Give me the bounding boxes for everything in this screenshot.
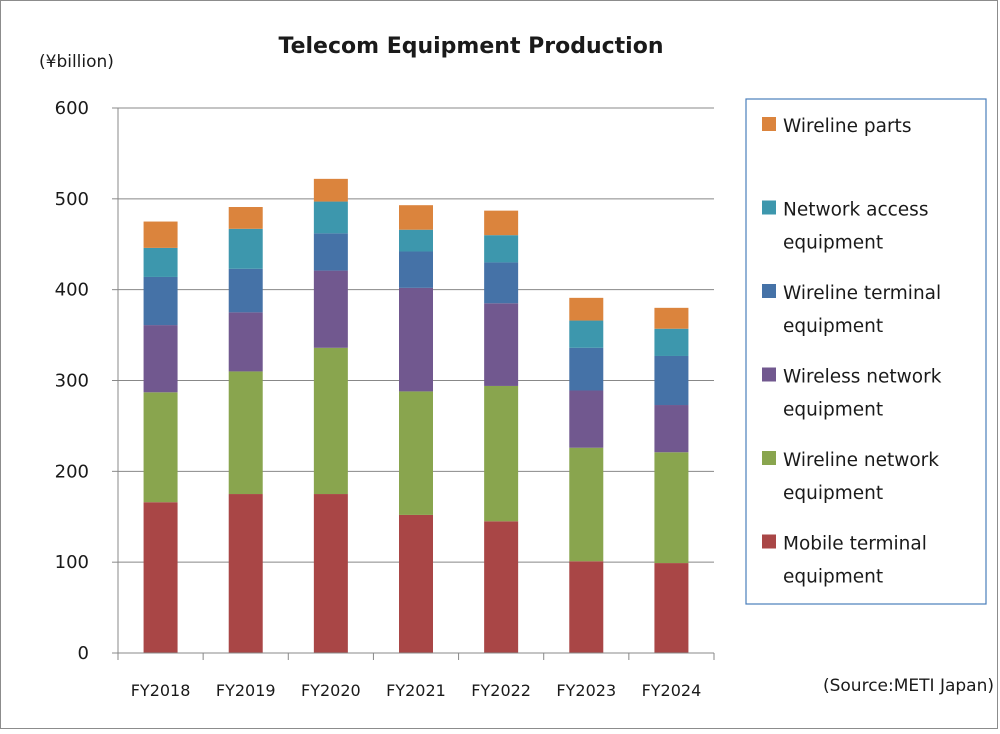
bar-segment: [654, 405, 689, 453]
legend-label: equipment: [783, 233, 883, 254]
bar-segment: [569, 297, 604, 321]
legend-swatch: [762, 200, 776, 215]
x-tick-label: FY2023: [556, 681, 616, 700]
bar-segment: [654, 563, 689, 653]
legend-label: equipment: [783, 567, 883, 588]
legend-swatch: [762, 367, 776, 382]
bar-segment: [569, 447, 604, 562]
legend-box: [745, 98, 987, 605]
bar-segment: [313, 347, 348, 495]
x-tick-label: FY2024: [642, 681, 702, 700]
legend: Wireline parts Network access equipment Wir…: [745, 98, 987, 605]
legend-label: Wireline terminal: [783, 283, 941, 304]
legend-label: equipment: [783, 400, 883, 421]
bar-segment: [313, 233, 348, 271]
bar-segment: [228, 312, 263, 372]
bar-segment: [484, 385, 519, 522]
bar-segment: [228, 207, 263, 229]
bar-segment: [143, 247, 178, 277]
bar-segment: [228, 268, 263, 313]
bar-segment: [228, 494, 263, 653]
bar-segment: [313, 201, 348, 234]
x-tick-label: FY2022: [471, 681, 531, 700]
bar-segment: [569, 390, 604, 448]
bar-segment: [143, 221, 178, 248]
bar-segment: [569, 561, 604, 653]
x-tick-label: FY2020: [301, 681, 361, 700]
bar-segment: [143, 502, 178, 653]
legend-swatch: [762, 117, 776, 131]
bar-segment: [143, 325, 178, 393]
bar-segment: [399, 287, 433, 392]
bar-segment: [484, 235, 519, 263]
y-tick-label: 400: [55, 280, 89, 301]
bars: [143, 178, 689, 653]
legend-label: Mobile terminal: [783, 534, 927, 555]
bar-segment: [313, 270, 348, 348]
y-tick-label: 200: [55, 461, 89, 482]
chart-title: Telecom Equipment Production: [279, 34, 664, 59]
bar-segment: [143, 392, 178, 503]
legend-swatch: [762, 284, 776, 298]
x-tick-label: FY2019: [216, 681, 276, 700]
bar-segment: [143, 276, 178, 326]
legend-label: Network access: [783, 200, 928, 221]
legend-label: equipment: [783, 316, 883, 337]
bar-segment: [484, 210, 519, 236]
y-tick-label: 500: [55, 189, 89, 210]
axes: 0 100 200 300 400 500 600 FY2018 FY2019 FY2020 FY2…: [55, 98, 715, 700]
legend-label: Wireline parts: [783, 116, 911, 137]
bar-segment: [313, 494, 348, 653]
bar-segment: [399, 251, 433, 288]
bar-segment: [399, 205, 433, 230]
y-tick-label: 600: [55, 98, 89, 119]
x-tick-label: FY2018: [131, 681, 191, 700]
y-axis-unit-label: (¥billion): [39, 52, 114, 72]
bar-segment: [569, 320, 604, 348]
legend-label: Wireless network: [783, 367, 942, 388]
y-tick-label: 300: [55, 371, 89, 392]
source-note: (Source:METI Japan): [823, 676, 994, 696]
bar-segment: [313, 178, 348, 202]
bar-segment: [484, 303, 519, 386]
bar-segment: [654, 355, 689, 406]
legend-swatch: [762, 534, 776, 549]
y-tick-label: 0: [78, 643, 89, 664]
bar-segment: [399, 514, 433, 653]
bar-segment: [484, 262, 519, 304]
bar-segment: [228, 228, 263, 269]
bar-segment: [399, 229, 433, 252]
bar-segment: [484, 521, 519, 653]
legend-swatch: [762, 451, 776, 465]
y-tick-label: 100: [55, 552, 89, 573]
bar-segment: [569, 347, 604, 391]
legend-label: equipment: [783, 483, 883, 504]
bar-segment: [654, 328, 689, 356]
bar-segment: [654, 307, 689, 329]
bar-segment: [228, 371, 263, 495]
bar-segment: [399, 391, 433, 515]
bar-segment: [654, 452, 689, 564]
x-tick-label: FY2021: [386, 681, 446, 700]
legend-label: Wireline network: [783, 450, 939, 471]
